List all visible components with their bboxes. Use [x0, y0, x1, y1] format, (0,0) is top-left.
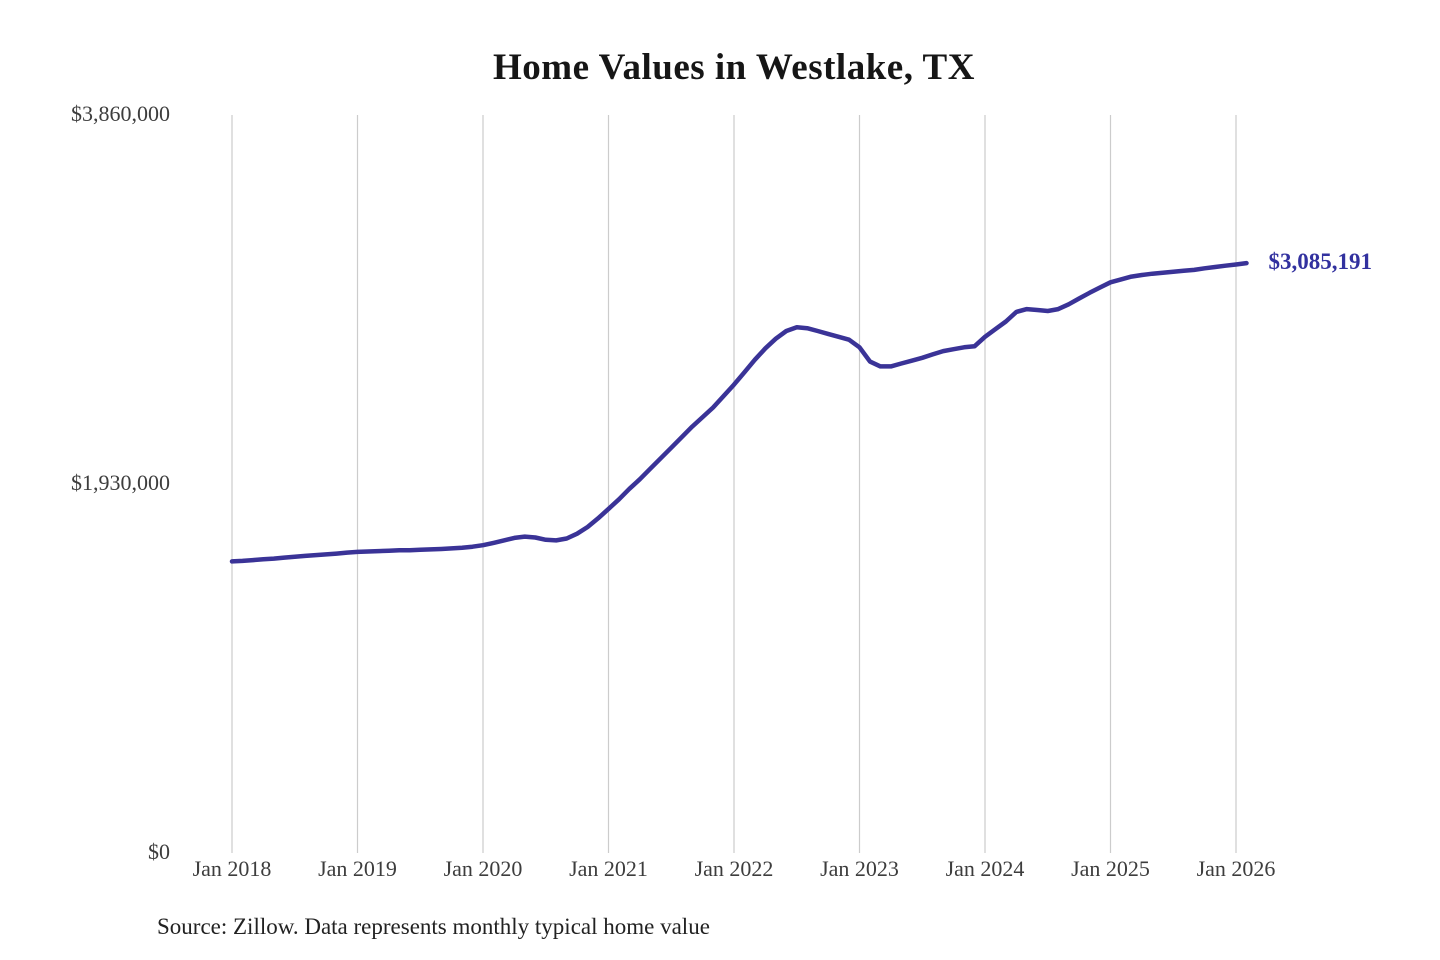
x-tick-label: Jan 2022 [694, 856, 774, 881]
x-tick-label: Jan 2019 [318, 856, 397, 881]
x-tick-label: Jan 2023 [820, 856, 899, 881]
home-value-line [229, 260, 1249, 564]
x-tick-label: Jan 2020 [443, 856, 523, 881]
x-tick-label: Jan 2024 [945, 856, 1025, 881]
latest-value-label: $3,085,191 [1268, 249, 1372, 275]
source-note: Source: Zillow. Data represents monthly … [157, 914, 710, 939]
x-tick-label: Jan 2026 [1196, 856, 1276, 881]
y-tick-label: $0 [148, 839, 170, 864]
y-tick-label: $1,930,000 [71, 470, 170, 495]
chart-title: Home Values in Westlake, TX [493, 47, 975, 88]
x-tick-label: Jan 2018 [192, 856, 272, 881]
x-tick-label: Jan 2025 [1071, 856, 1150, 881]
x-tick-label: Jan 2021 [569, 856, 648, 881]
y-tick-label: $3,860,000 [71, 101, 170, 126]
